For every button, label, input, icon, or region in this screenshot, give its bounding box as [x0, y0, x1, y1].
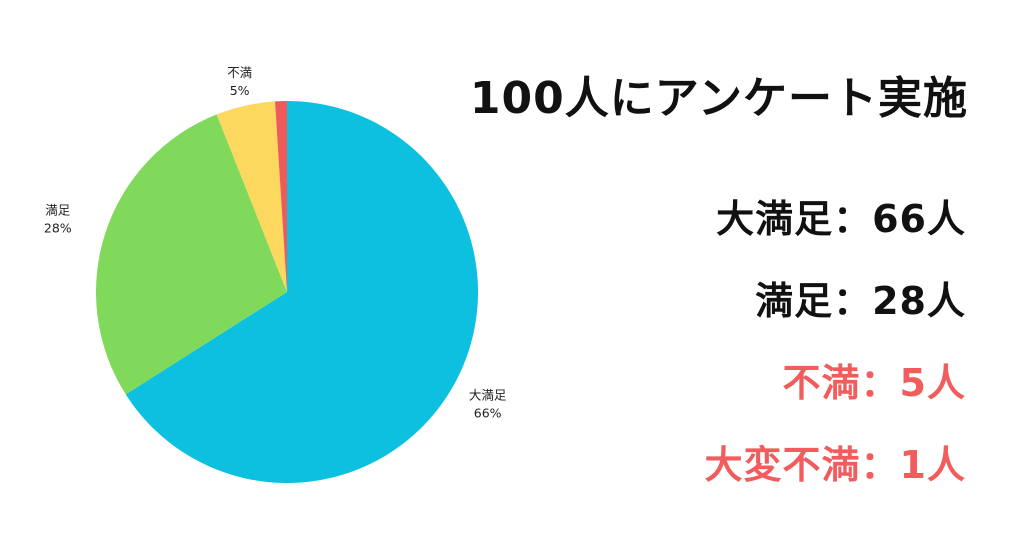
stat-label: 大変不満: [704, 443, 861, 487]
stat-dissatisfied: 不満：5人: [783, 352, 966, 407]
data-label-pct-very-satisfied: 66%: [474, 405, 502, 420]
data-label-name-satisfied: 満足: [45, 203, 71, 218]
pie-slice-very-dissatisfied: [275, 101, 287, 292]
pie-slice-satisfied: [95, 114, 287, 395]
stat-separator: ：: [833, 197, 873, 241]
data-label-name-dissatisfied: 不満: [227, 65, 252, 80]
pie-slice-very-satisfied: [125, 101, 478, 484]
stat-label: 満足: [755, 279, 834, 323]
data-label-pct-satisfied: 28%: [44, 221, 72, 236]
pie-slice-dissatisfied: [216, 101, 287, 292]
page-title: 100人にアンケート実施: [469, 73, 968, 124]
stat-separator: ：: [833, 279, 873, 323]
stat-very-satisfied: 大満足：66人: [716, 188, 966, 243]
stat-label: 大満足: [716, 197, 834, 241]
stat-very-dissatisfied: 大変不満：1人: [705, 434, 966, 489]
stat-separator: ：: [860, 443, 900, 487]
pie-chart: 大満足 66% 満足 28% 不満 5%: [44, 65, 507, 484]
stat-label: 不満: [782, 361, 861, 405]
stat-satisfied: 満足：28人: [755, 270, 966, 325]
stat-value: 5人: [899, 361, 966, 405]
stat-value: 28人: [872, 279, 966, 323]
data-label-name-very-satisfied: 大満足: [469, 387, 507, 402]
stat-separator: ：: [860, 361, 900, 405]
stat-value: 66人: [872, 197, 966, 241]
stat-value: 1人: [899, 443, 966, 487]
data-label-pct-dissatisfied: 5%: [230, 83, 250, 98]
